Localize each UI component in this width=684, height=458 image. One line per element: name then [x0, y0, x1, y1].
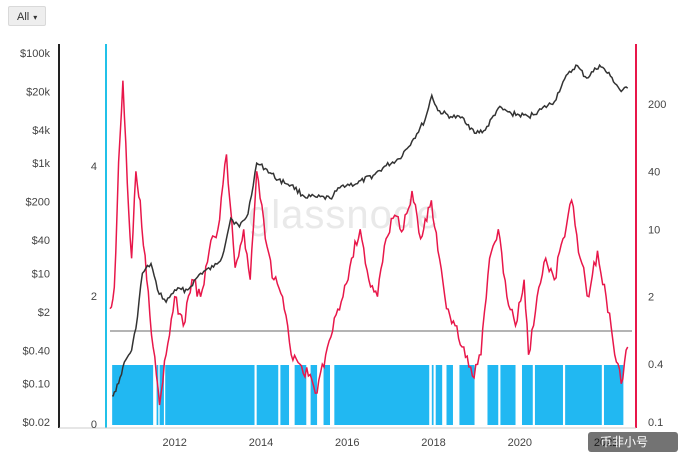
price-tick-label: $0.40 [22, 345, 50, 357]
mid-axis-ticks: 4 2 0 [91, 161, 97, 431]
band-segment [500, 365, 516, 425]
price-tick-label: $0.10 [22, 378, 50, 390]
band-layer [112, 365, 624, 425]
band-segment [112, 365, 154, 425]
right-axis-ticks: 200 40 10 2 0.4 0.1 [648, 99, 666, 429]
right-tick-label: 200 [648, 99, 666, 111]
x-tick-label: 2016 [335, 437, 359, 449]
band-segment [334, 365, 430, 425]
band-segment [534, 365, 563, 425]
band-segment [280, 365, 290, 425]
price-series-line [112, 63, 629, 397]
watermark: glassnode [248, 193, 439, 237]
band-segment [435, 365, 443, 425]
band-segment [459, 365, 475, 425]
corner-badge: 币非小号 [600, 435, 648, 449]
right-tick-label: 2 [648, 292, 654, 304]
price-tick-label: $2 [38, 307, 50, 319]
corner-badge-bg [588, 432, 678, 452]
chevron-down-icon: ▾ [33, 13, 38, 22]
band-segment [256, 365, 279, 425]
right-tick-label: 0.1 [648, 417, 663, 429]
price-tick-label: $200 [26, 197, 50, 209]
band-segment [159, 365, 164, 425]
range-select[interactable]: All ▾ [8, 6, 47, 26]
band-segment [156, 365, 159, 425]
right-tick-label: 40 [648, 166, 660, 178]
x-tick-label: 2014 [249, 437, 273, 449]
price-tick-label: $0.02 [22, 417, 50, 429]
band-segment [431, 365, 434, 425]
price-tick-label: $40 [32, 235, 50, 247]
price-tick-label: $4k [32, 125, 50, 137]
mid-tick-label: 4 [91, 161, 97, 173]
right-tick-label: 10 [648, 224, 660, 236]
right-tick-label: 0.4 [648, 359, 663, 371]
price-tick-label: $100k [20, 48, 50, 60]
mid-tick-label: 2 [91, 291, 97, 303]
ratio-series-line [109, 80, 629, 406]
band-segment [165, 365, 255, 425]
price-tick-label: $20k [26, 87, 50, 99]
x-tick-label: 2012 [162, 437, 186, 449]
x-tick-label: 2018 [421, 437, 445, 449]
x-tick-label: 2020 [508, 437, 532, 449]
band-segment [487, 365, 499, 425]
band-segment [603, 365, 624, 425]
band-segment [323, 365, 331, 425]
mid-tick-label: 0 [91, 419, 97, 431]
price-axis-ticks: $100k $20k $4k $1k $200 $40 $10 $2 $0.40 $0.10 $0.… [20, 48, 50, 429]
band-segment [565, 365, 602, 425]
band-segment [310, 365, 318, 425]
x-axis-ticks: 201220142016201820202022 [162, 437, 618, 449]
band-segment [521, 365, 533, 425]
price-tick-label: $1k [32, 158, 50, 170]
band-segment [446, 365, 453, 425]
price-tick-label: $10 [32, 268, 50, 280]
range-label: All [17, 11, 30, 23]
band-segment [294, 365, 307, 425]
